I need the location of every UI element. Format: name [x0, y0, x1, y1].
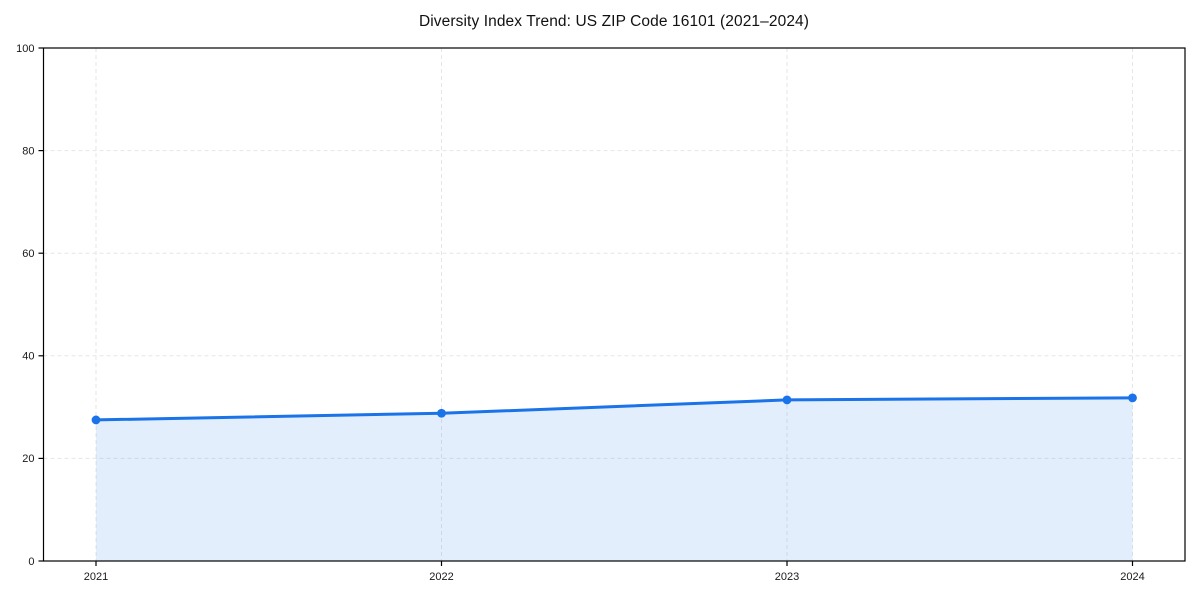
x-tick-label: 2021 — [84, 571, 108, 583]
data-point-2023 — [782, 395, 792, 405]
y-tick-label: 40 — [22, 351, 34, 363]
area-fill — [96, 397, 1133, 561]
trend-line — [94, 396, 1134, 422]
y-tick-label: 80 — [22, 145, 34, 157]
y-tick-label: 60 — [22, 248, 34, 260]
y-tick-label: 0 — [28, 556, 34, 568]
x-tick-label: 2022 — [429, 571, 453, 583]
x-tick-label: 2024 — [1120, 571, 1144, 583]
data-point-2021 — [91, 415, 101, 425]
data-point-2024 — [1128, 393, 1137, 403]
x-tick-label: 2023 — [775, 571, 799, 583]
data-point-2022 — [437, 408, 446, 418]
chart-title: Diversity Index Trend: US ZIP Code 16101… — [418, 13, 810, 30]
y-tick-label: 100 — [16, 43, 34, 55]
plot-border — [42, 47, 1186, 562]
y-tick-label: 20 — [22, 453, 34, 465]
